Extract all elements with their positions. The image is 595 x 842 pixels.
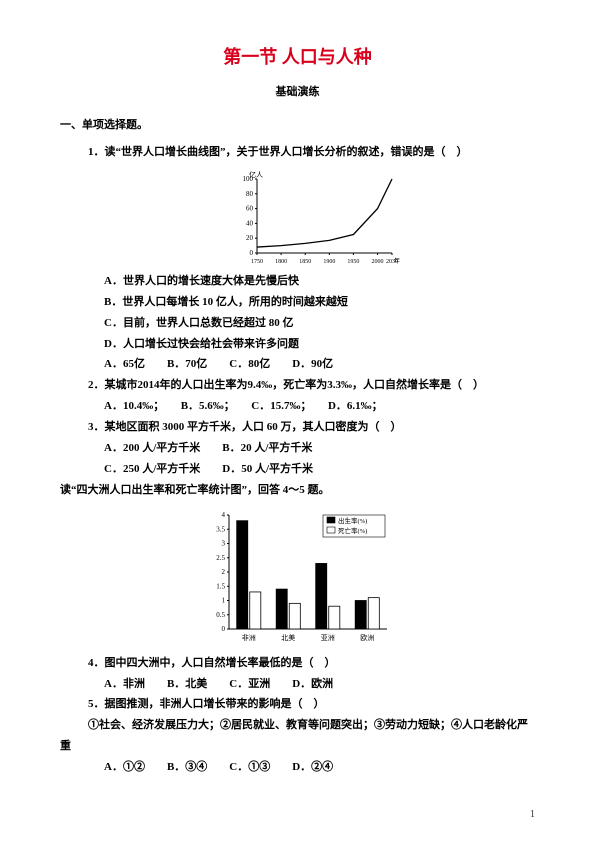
q1-opt-c: C．目前，世界人口总数已经超过 80 亿: [104, 313, 535, 334]
population-growth-chart: 020406080100亿人17501800185019001950200020…: [235, 167, 400, 267]
svg-text:死亡率(%): 死亡率(%): [338, 526, 367, 535]
svg-text:1950: 1950: [347, 259, 359, 265]
q1-value-options: A．65亿 B．70亿 C．80亿 D．90亿: [104, 354, 535, 375]
q1-opt-b: B．世界人口每增长 10 亿人，所用的时间越来越短: [104, 292, 535, 313]
q5-options: A．①② B．③④ C．①③ D．②④: [104, 757, 535, 778]
svg-text:2: 2: [221, 568, 225, 576]
svg-text:非洲: 非洲: [241, 633, 255, 642]
svg-text:1900: 1900: [323, 259, 335, 265]
svg-text:2.5: 2.5: [216, 553, 225, 561]
svg-text:40: 40: [246, 219, 254, 227]
chart-2-container: 0 0.5 1 1.5 2 2.5 3 3.5 4 非洲 北美 亚洲 欧洲 出生率(%)死亡率(%): [60, 507, 535, 647]
svg-text:年份: 年份: [394, 257, 400, 265]
q1-opt-a: A．世界人口的增长速度大体是先慢后快: [104, 271, 535, 292]
section-heading: 一、单项选择题。: [60, 115, 535, 136]
svg-text:北美: 北美: [281, 633, 295, 642]
svg-text:0: 0: [221, 625, 225, 633]
q3-opt-cd: C．250 人/平方千米 D．50 人/平方千米: [104, 459, 535, 480]
svg-text:出生率(%): 出生率(%): [338, 516, 367, 525]
continent-birth-death-chart: 0 0.5 1 1.5 2 2.5 3 3.5 4 非洲 北美 亚洲 欧洲 出生率(%)死亡率(%): [203, 507, 393, 647]
svg-text:欧洲: 欧洲: [360, 633, 374, 642]
svg-text:0.5: 0.5: [216, 610, 225, 618]
svg-text:1: 1: [221, 596, 225, 604]
svg-text:3: 3: [221, 539, 225, 547]
svg-text:80: 80: [246, 190, 254, 198]
instruction-4-5: 读“四大洲人口出生率和死亡率统计图”，回答 4～5 题。: [60, 480, 535, 501]
q4-options: A．非洲 B．北美 C．亚洲 D．欧洲: [104, 674, 535, 695]
svg-text:20: 20: [246, 234, 254, 242]
chart-1-container: 020406080100亿人17501800185019001950200020…: [100, 167, 535, 267]
svg-text:60: 60: [246, 204, 254, 212]
q3-opt-ab: A．200 人/平方千米 B．20 人/平方千米: [104, 438, 535, 459]
svg-text:1750: 1750: [251, 259, 263, 265]
svg-text:1.5: 1.5: [216, 582, 225, 590]
svg-text:4: 4: [221, 511, 225, 519]
page: 第一节 人口与人种 基础演练 一、单项选择题。 1．读“世界人口增长曲线图”，关…: [0, 0, 595, 842]
svg-text:0: 0: [250, 249, 254, 257]
doc-title: 第一节 人口与人种: [60, 40, 535, 74]
question-5: 5．据图推测，非洲人口增长带来的影响是（ ）: [88, 694, 535, 715]
question-3: 3．某地区面积 3000 平方千米，人口 60 万，其人口密度为（ ）: [88, 417, 535, 438]
svg-text:2000: 2000: [372, 259, 384, 265]
doc-subtitle: 基础演练: [60, 82, 535, 103]
q2-options: A．10.4‰； B．5.6‰； C．15.7‰； D．6.1‰；: [104, 396, 535, 417]
question-4: 4．图中四大洲中，人口自然增长率最低的是（ ）: [88, 653, 535, 674]
svg-text:1800: 1800: [275, 259, 287, 265]
question-2: 2．某城市2014年的人口出生率为9.4‰，死亡率为3.3‰，人口自然增长率是（…: [88, 375, 535, 396]
svg-text:1850: 1850: [299, 259, 311, 265]
page-number: 1: [530, 805, 535, 824]
q1-opt-d: D．人口增长过快会给社会带来许多问题: [104, 334, 535, 355]
q5-statements: ①社会、经济发展压力大；②居民就业、教育等问题突出；③劳动力短缺；④人口老龄化严…: [60, 715, 535, 757]
svg-text:3.5: 3.5: [216, 525, 225, 533]
svg-text:亚洲: 亚洲: [320, 634, 334, 642]
question-1: 1．读“世界人口增长曲线图”，关于世界人口增长分析的叙述，错误的是（ ）: [88, 142, 535, 163]
svg-text:亿人: 亿人: [249, 170, 263, 179]
